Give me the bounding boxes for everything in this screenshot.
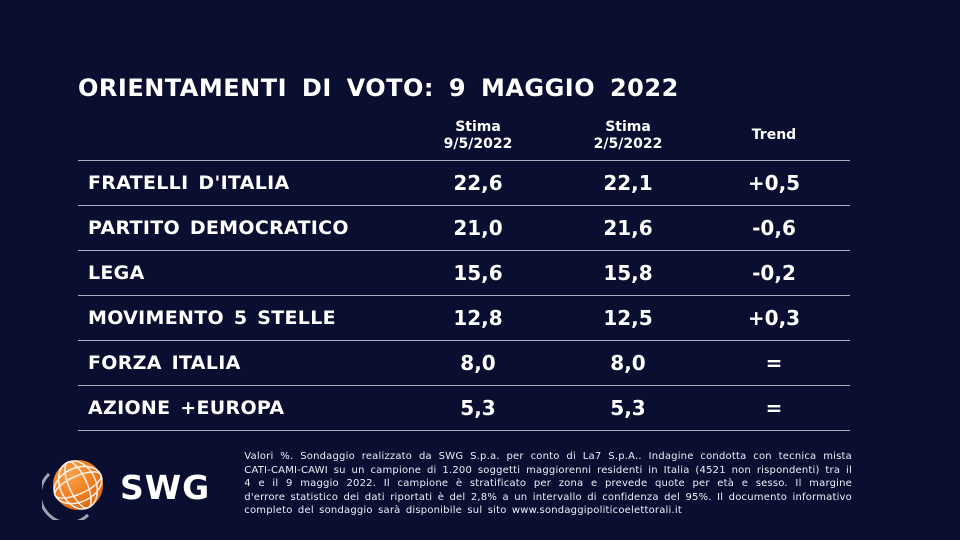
header-trend-label: Trend [751,127,797,144]
trend-value: = [765,396,783,420]
stima-current-value: 8,0 [460,351,496,375]
swg-logo-text: SWG [120,467,211,507]
stima-previous-value: 15,8 [603,261,653,285]
party-name: PARTITO DEMOCRATICO [88,217,349,239]
stima-current-value: 5,3 [460,396,496,420]
trend-value: = [765,351,783,375]
stima-current-value: 21,0 [453,216,503,240]
trend-value: +0,5 [747,171,801,195]
table-row: FRATELLI D'ITALIA 22,6 22,1 +0,5 [78,160,850,205]
footer: SWG Valori %. Sondaggio realizzato da SW… [42,450,852,520]
trend-value: +0,3 [747,306,801,330]
party-name: LEGA [88,262,145,284]
trend-value: -0,2 [752,261,796,285]
stima-current-value: 12,8 [453,306,503,330]
table-row: FORZA ITALIA 8,0 8,0 = [78,340,850,385]
header-stima-date: 9/5/2022 [443,136,513,152]
stima-previous-value: 8,0 [610,351,646,375]
stima-current-value: 22,6 [453,171,503,195]
party-name: AZIONE +EUROPA [88,397,285,419]
stima-previous-value: 5,3 [610,396,646,420]
table-row: PARTITO DEMOCRATICO 21,0 21,6 -0,6 [78,205,850,250]
page-title: ORIENTAMENTI DI VOTO: 9 MAGGIO 2022 [78,74,679,102]
header-stima-label: Stima [455,118,501,135]
party-name: MOVIMENTO 5 STELLE [88,307,336,329]
poll-table: Stima 9/5/2022 Stima 2/5/2022 Trend FRAT… [78,112,850,431]
stima-previous-value: 21,6 [603,216,653,240]
trend-value: -0,6 [752,216,796,240]
stima-previous-value: 12,5 [603,306,653,330]
party-name: FRATELLI D'ITALIA [88,172,290,194]
table-row: MOVIMENTO 5 STELLE 12,8 12,5 +0,3 [78,295,850,340]
column-header-stima-current: Stima 9/5/2022 [398,119,558,154]
swg-logo: SWG [42,454,210,520]
party-name: FORZA ITALIA [88,352,241,374]
header-stima-label: Stima [605,118,651,135]
stima-previous-value: 22,1 [603,171,653,195]
table-row: LEGA 15,6 15,8 -0,2 [78,250,850,295]
table-header-row: Stima 9/5/2022 Stima 2/5/2022 Trend [78,112,850,160]
table-row: AZIONE +EUROPA 5,3 5,3 = [78,385,850,431]
stima-current-value: 15,6 [453,261,503,285]
methodology-disclaimer: Valori %. Sondaggio realizzato da SWG S.… [244,451,852,516]
swg-globe-icon [42,460,103,520]
header-stima-date: 2/5/2022 [593,136,663,152]
column-header-trend: Trend [698,127,850,145]
column-header-stima-previous: Stima 2/5/2022 [558,119,698,154]
